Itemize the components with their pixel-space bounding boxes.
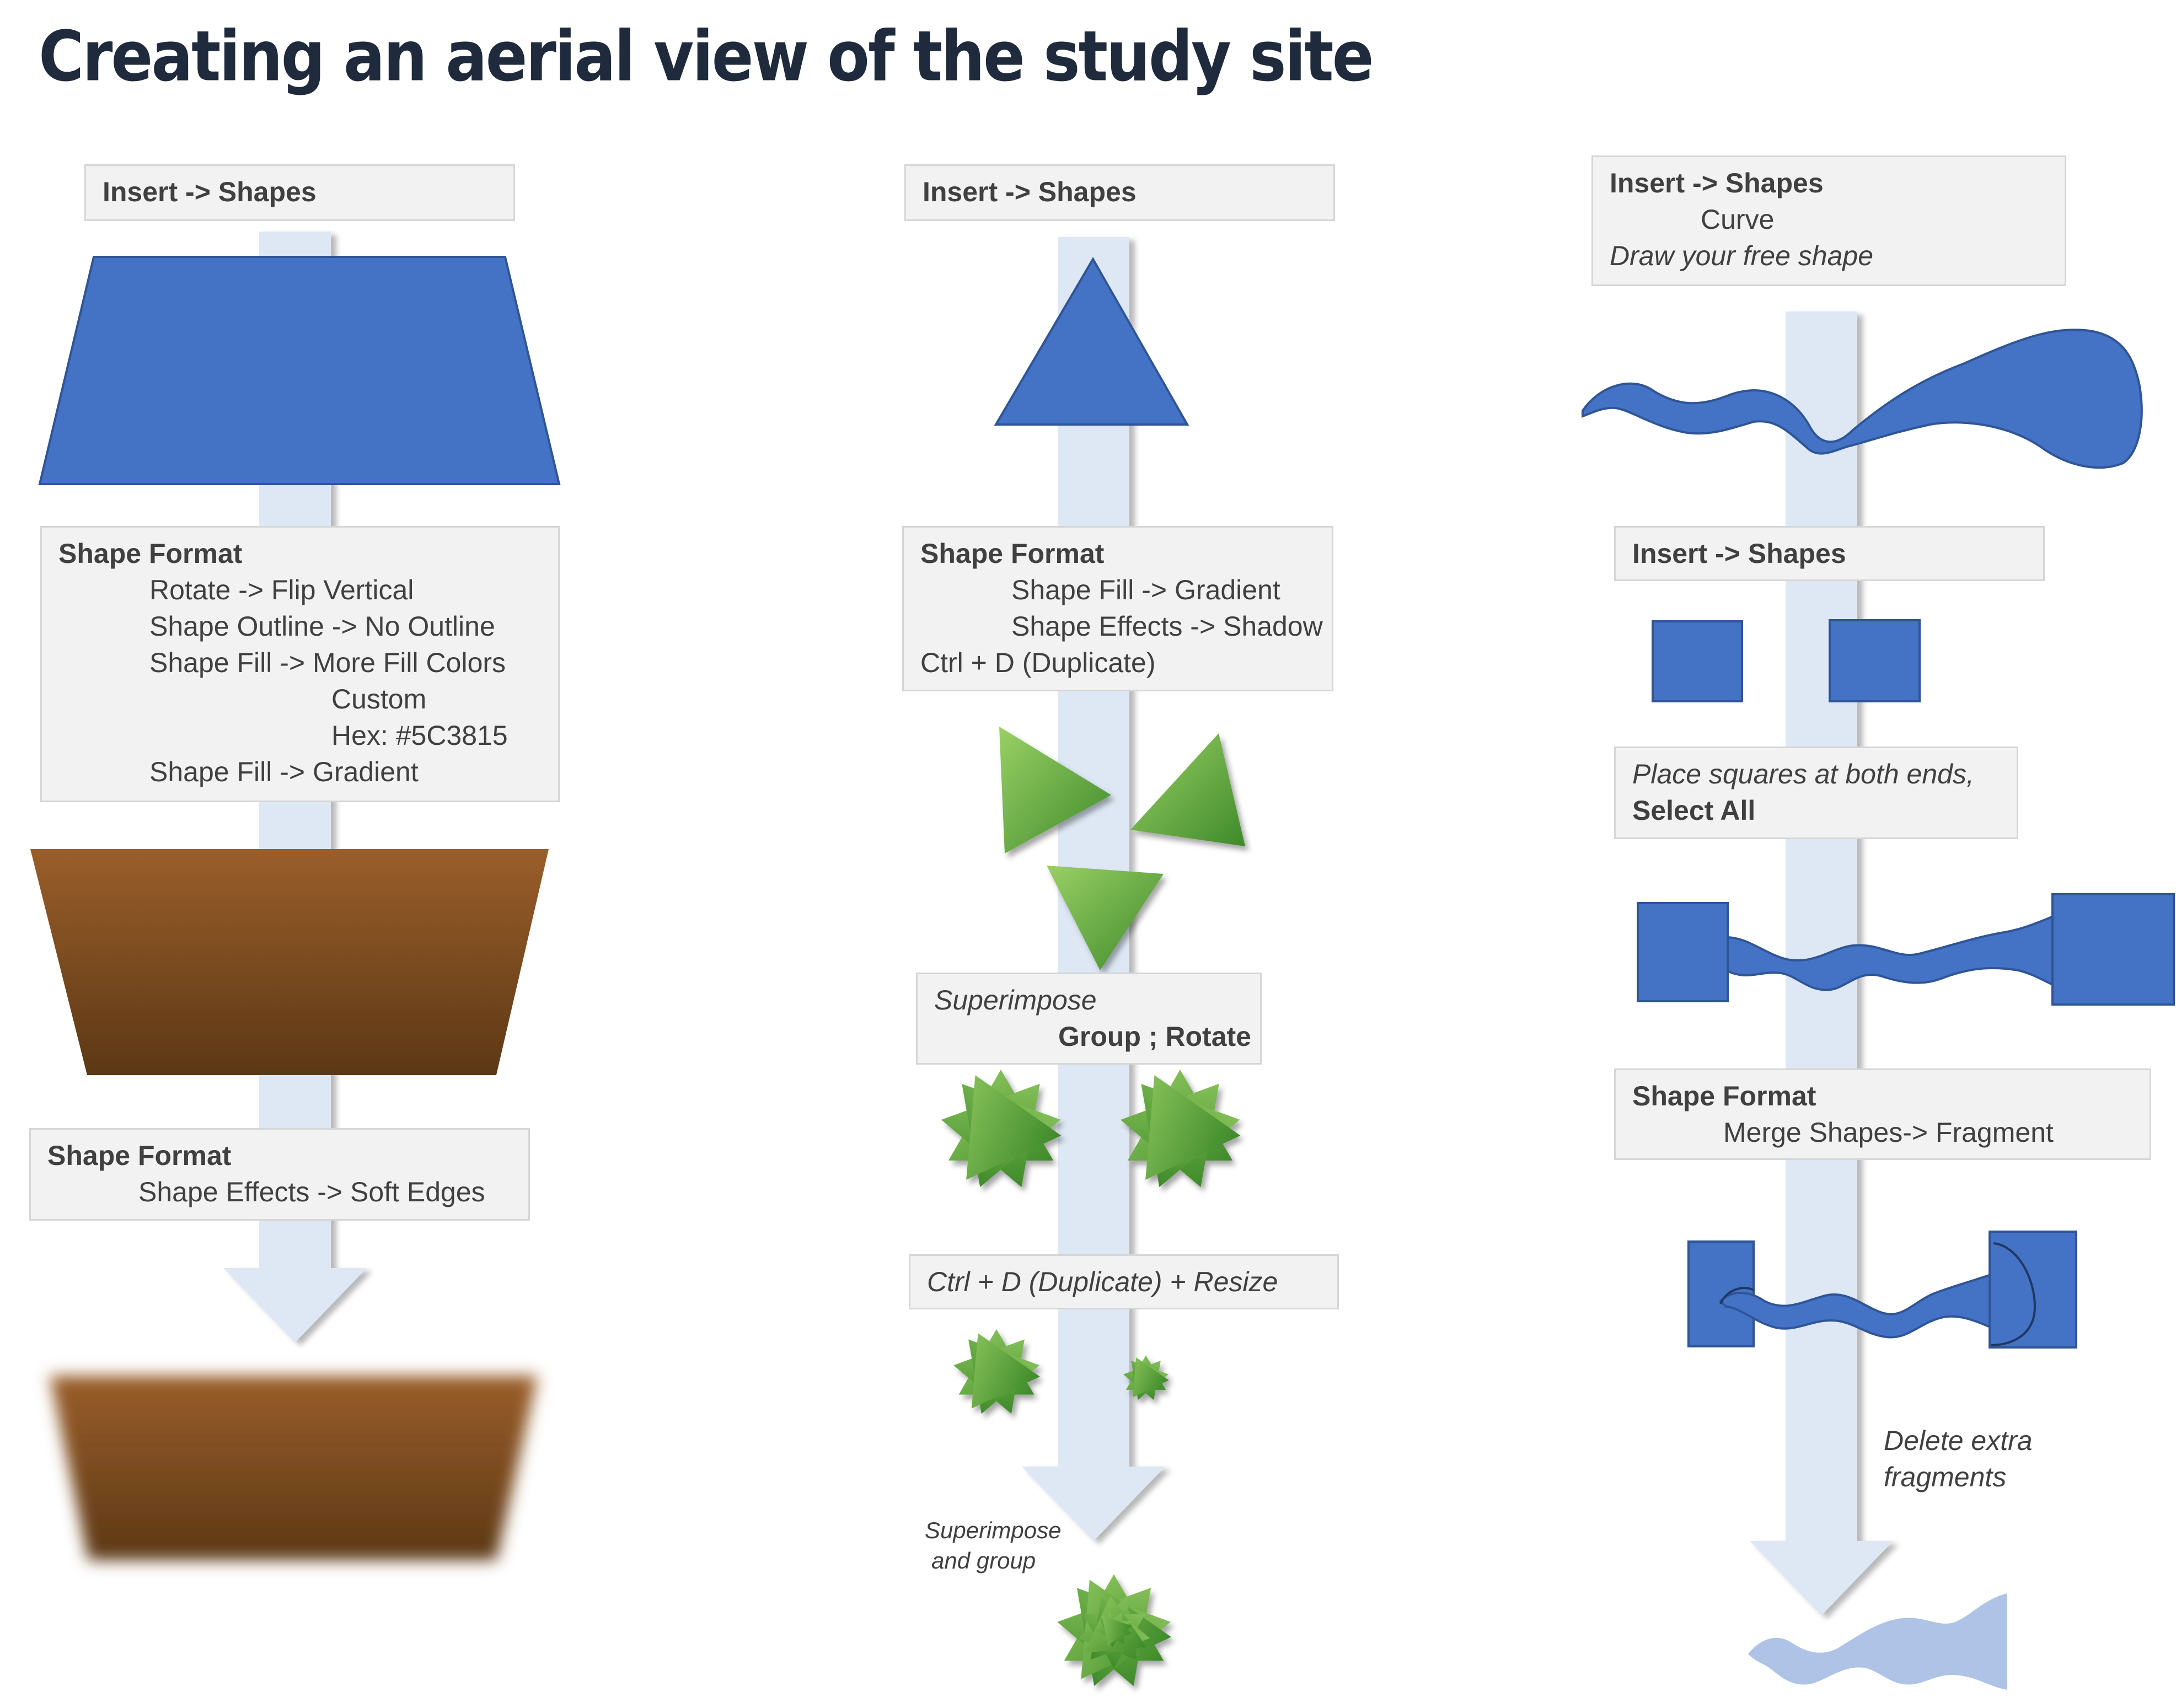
step-line: Shape Fill -> More Fill Colors	[149, 647, 506, 678]
green-star-group-right	[1107, 1050, 1259, 1188]
green-star-resized-medium	[944, 1315, 1054, 1414]
step-box-insert-shapes-col3: Insert -> Shapes	[1614, 526, 2045, 581]
curve-with-end-squares	[1637, 893, 2175, 1006]
step-line: Superimpose	[934, 985, 1097, 1016]
blue-trapezoid-shape	[38, 256, 561, 485]
step-header: Shape Format	[920, 538, 1105, 569]
green-star-group-left	[928, 1050, 1080, 1188]
soil-gradient-trapezoid	[30, 849, 549, 1075]
green-triangles-duplicated	[999, 727, 1245, 970]
step-box-merge-shapes-col3: Shape Format Merge Shapes-> Fragment	[1614, 1068, 2151, 1160]
step-line: Ctrl + D (Duplicate) + Resize	[927, 1266, 1278, 1297]
step-box-insert-shapes-col2: Insert -> Shapes	[904, 164, 1335, 221]
step-text: Insert -> Shapes	[103, 176, 317, 207]
step-line: Custom	[331, 684, 427, 715]
blue-triangle-shape	[994, 257, 1189, 426]
note-line: Delete extra	[1884, 1425, 2033, 1456]
step-box-duplicate-resize-col2: Ctrl + D (Duplicate) + Resize	[909, 1254, 1339, 1309]
step-line: Merge Shapes-> Fragment	[1723, 1117, 2054, 1148]
green-tree-final	[1044, 1555, 1189, 1686]
step-box-place-squares-col3: Place squares at both ends, Select All	[1614, 746, 2018, 839]
blue-square-right	[1829, 619, 1921, 702]
step-line: Place squares at both ends,	[1632, 759, 1974, 789]
faded-final-fragment	[1748, 1593, 2007, 1690]
step-line: Curve	[1701, 204, 1775, 235]
step-header: Insert -> Shapes	[1610, 168, 1824, 198]
blue-free-curve-shape	[1582, 329, 2143, 469]
step-line: Shape Effects -> Shadow	[1011, 611, 1323, 642]
step-line: Rotate -> Flip Vertical	[149, 574, 414, 605]
step-box-insert-shapes-col1: Insert -> Shapes	[84, 164, 515, 221]
step-box-soft-edges-col1: Shape Format Shape Effects -> Soft Edges	[29, 1128, 530, 1221]
note-line: Superimpose	[925, 1517, 1062, 1543]
page-title: Creating an aerial view of the study sit…	[39, 17, 1374, 97]
step-line: Select All	[1632, 795, 1756, 826]
step-box-insert-curve-col3: Insert -> Shapes Curve Draw your free sh…	[1591, 155, 2066, 286]
note-line: fragments	[1884, 1462, 2007, 1492]
step-line: Draw your free shape	[1610, 240, 1874, 271]
step-line: Ctrl + D (Duplicate)	[920, 647, 1156, 678]
step-line: Hex: #5C3815	[331, 720, 508, 751]
step-line: Shape Outline -> No Outline	[149, 611, 495, 642]
step-box-superimpose-col2: Superimpose Group ; Rotate	[916, 973, 1262, 1065]
soil-soft-edge-trapezoid	[50, 1376, 538, 1560]
note-superimpose-group: Superimpose and group	[925, 1515, 1061, 1576]
note-delete-fragments: Delete extra fragments	[1884, 1422, 2033, 1495]
step-line: Shape Fill -> Gradient	[149, 756, 419, 787]
step-line: Shape Fill -> Gradient	[1011, 574, 1280, 605]
merged-fragment-shapes	[1687, 1231, 2077, 1349]
step-line: Shape Effects -> Soft Edges	[138, 1177, 485, 1207]
step-box-shape-format-col1: Shape Format Rotate -> Flip Vertical Sha…	[40, 526, 560, 802]
note-line: and group	[931, 1548, 1036, 1573]
step-text: Insert -> Shapes	[923, 176, 1137, 207]
step-header: Shape Format	[1632, 1081, 1816, 1111]
step-text: Insert -> Shapes	[1632, 538, 1846, 569]
step-box-shape-format-col2: Shape Format Shape Fill -> Gradient Shap…	[902, 526, 1333, 691]
step-header: Shape Format	[47, 1140, 232, 1171]
step-header: Shape Format	[58, 538, 243, 569]
step-line: Group ; Rotate	[1058, 1021, 1251, 1052]
blue-square-left	[1652, 620, 1743, 702]
